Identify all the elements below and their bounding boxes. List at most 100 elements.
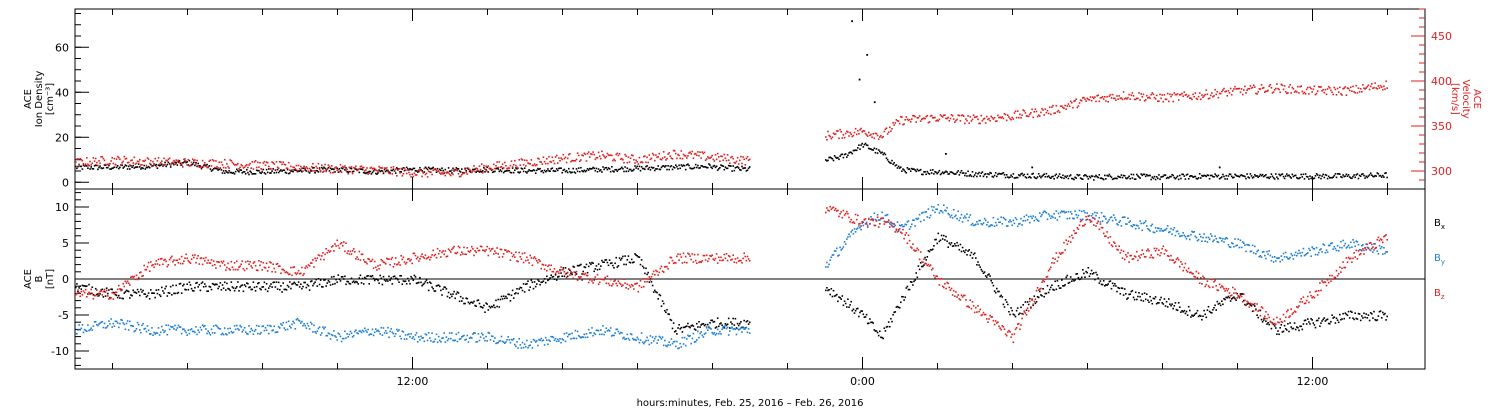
data-point (745, 164, 747, 166)
data-point (510, 300, 512, 302)
data-point (151, 327, 153, 329)
data-point (1007, 304, 1009, 306)
data-point (451, 332, 453, 334)
data-point (639, 166, 641, 168)
data-point (1308, 178, 1310, 180)
data-point (889, 127, 891, 129)
data-point (855, 310, 857, 312)
data-point (621, 332, 623, 334)
data-point (833, 160, 835, 162)
data-point (864, 130, 866, 132)
right-axis-label-line2: Velocity (1460, 79, 1471, 118)
data-point (185, 289, 187, 291)
data-point (236, 286, 238, 288)
data-point (568, 168, 570, 170)
data-point (239, 167, 241, 169)
data-point (510, 342, 512, 344)
data-point (591, 154, 593, 156)
data-point (1354, 92, 1356, 94)
data-point (1038, 173, 1040, 175)
data-point (1185, 236, 1187, 238)
data-point (1061, 105, 1063, 107)
data-point (1112, 94, 1114, 96)
data-point (572, 168, 574, 170)
data-point (736, 334, 738, 336)
data-point (314, 281, 316, 283)
data-point (106, 287, 108, 289)
data-point (953, 245, 955, 247)
data-point (117, 322, 119, 324)
data-point (641, 259, 643, 261)
data-point (515, 165, 517, 167)
data-point (603, 261, 605, 263)
data-point (565, 157, 567, 159)
data-point (825, 266, 827, 268)
data-point (271, 170, 273, 172)
data-point (1304, 178, 1306, 180)
data-point (164, 164, 166, 166)
data-point (1147, 300, 1149, 302)
data-point (1213, 307, 1215, 309)
data-point (280, 285, 282, 287)
data-point (635, 160, 637, 162)
data-point (670, 155, 672, 157)
data-point (1042, 109, 1044, 111)
data-point (859, 79, 861, 81)
data-point (207, 167, 209, 169)
data-point (256, 325, 258, 327)
data-point (826, 139, 828, 141)
data-point (1132, 226, 1134, 228)
data-point (255, 160, 257, 162)
data-point (677, 168, 679, 170)
data-point (740, 169, 742, 171)
data-point (705, 324, 707, 326)
data-point (400, 275, 402, 277)
data-point (1268, 250, 1270, 252)
data-point (1254, 305, 1256, 307)
data-point (868, 322, 870, 324)
data-point (1021, 173, 1023, 175)
data-point (1070, 101, 1072, 103)
data-point (132, 290, 134, 292)
data-point (396, 329, 398, 331)
data-point (1274, 325, 1276, 327)
data-point (709, 164, 711, 166)
data-point (1088, 267, 1090, 269)
data-point (449, 297, 451, 299)
data-point (592, 151, 594, 153)
data-point (307, 267, 309, 269)
data-point (1283, 89, 1285, 91)
data-point (1210, 95, 1212, 97)
data-point (267, 291, 269, 293)
data-point (735, 162, 737, 164)
data-point (365, 169, 367, 171)
data-point (529, 344, 531, 346)
data-point (1177, 310, 1179, 312)
data-point (440, 170, 442, 172)
data-point (1260, 88, 1262, 90)
data-point (671, 320, 673, 322)
data-point (902, 296, 904, 298)
data-point (1234, 298, 1236, 300)
data-point (351, 166, 353, 168)
data-point (912, 284, 914, 286)
data-point (1252, 245, 1254, 247)
data-point (1129, 178, 1131, 180)
data-point (346, 253, 348, 255)
data-point (486, 303, 488, 305)
data-point (1187, 174, 1189, 176)
data-point (1284, 178, 1286, 180)
data-point (947, 246, 949, 248)
data-point (279, 289, 281, 291)
data-point (323, 259, 325, 261)
data-point (114, 325, 116, 327)
data-point (117, 289, 119, 291)
data-point (949, 173, 951, 175)
data-point (587, 336, 589, 338)
data-point (839, 129, 841, 131)
data-point (829, 259, 831, 261)
data-point (860, 144, 862, 146)
data-point (671, 165, 673, 167)
data-point (659, 153, 661, 155)
